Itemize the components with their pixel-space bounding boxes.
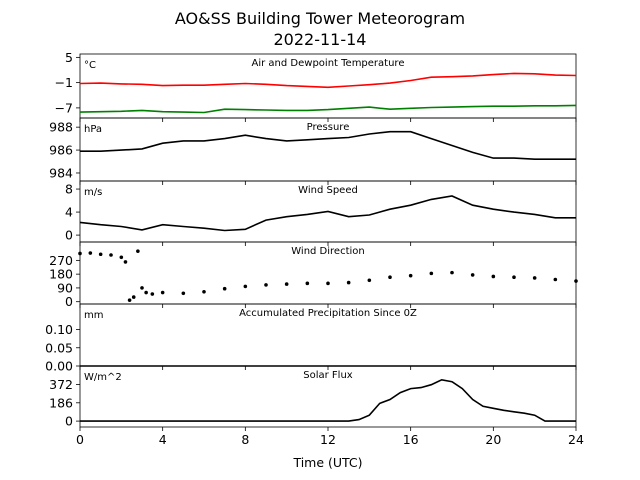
y-tick-label: 180 <box>49 267 73 282</box>
wind-direction-point <box>140 286 144 290</box>
panel-unit-label: mm <box>84 310 103 321</box>
panel-5: 372 186 0 W/m^2 Solar Flux <box>49 365 577 431</box>
wind-direction-point <box>491 274 496 279</box>
y-tick-label: 0 <box>65 294 73 309</box>
series-line-0-0 <box>79 72 577 89</box>
panel-4: 0.10 0.05 0.00 mm Accumulated Precipitation … <box>45 303 577 374</box>
wind-direction-point <box>305 281 310 286</box>
wind-direction-point <box>88 251 93 255</box>
figure-subtitle: 2022-11-14 <box>274 30 367 49</box>
x-tick-label: 8 <box>241 432 249 447</box>
wind-direction-point <box>222 286 227 291</box>
y-tick-label: 372 <box>49 377 73 392</box>
wind-direction-point <box>512 275 516 280</box>
series-line-5-0 <box>80 378 576 422</box>
panel-title: Wind Speed <box>298 185 358 196</box>
x-tick-label: 16 <box>403 432 419 447</box>
panel-title: Wind Direction <box>291 246 365 257</box>
panel-unit-label: °C <box>84 60 96 71</box>
wind-direction-point <box>160 290 165 295</box>
wind-direction-point <box>136 249 140 253</box>
wind-direction-point <box>532 276 537 280</box>
panel-1: 988 986 984 hPa Pressure <box>49 117 577 185</box>
y-tick-label: 186 <box>49 395 73 410</box>
panel-title: Air and Dewpoint Temperature <box>252 58 405 69</box>
y-tick-label: 0.00 <box>45 359 73 374</box>
panel-0: 5 −1 −7 °C Air and Dewpoint Temperature <box>55 50 577 122</box>
wind-direction-point <box>123 260 128 264</box>
wind-direction-point <box>470 273 475 277</box>
series-line-1-0 <box>80 130 576 160</box>
y-tick-label: 8 <box>65 182 73 197</box>
wind-direction-point <box>127 298 132 302</box>
panel-unit-label: m/s <box>84 187 102 198</box>
x-tick-label: 4 <box>159 432 167 447</box>
panel-unit-label: W/m^2 <box>84 372 122 383</box>
y-tick-label: 0.05 <box>45 340 73 355</box>
wind-direction-point <box>78 251 82 256</box>
y-tick-label: 90 <box>57 280 73 295</box>
y-tick-label: 270 <box>49 253 73 268</box>
x-axis-label: Time (UTC) <box>292 455 362 470</box>
wind-direction-point <box>98 252 103 257</box>
wind-direction-point <box>144 290 148 295</box>
wind-direction-point <box>243 284 248 289</box>
x-tick-label: 20 <box>485 432 501 447</box>
panels-group: 5−1−7°C Air and Dewpoint Temperature98898… <box>45 50 578 431</box>
series-line-2-0 <box>79 195 576 232</box>
panel-title: Solar Flux <box>303 370 353 381</box>
panel-unit-label: hPa <box>84 124 102 135</box>
y-tick-label: −7 <box>55 100 73 115</box>
wind-direction-point <box>367 278 372 283</box>
x-tick-label: 24 <box>568 432 584 447</box>
y-tick-label: 0 <box>65 414 73 429</box>
y-tick-label: 984 <box>49 165 73 180</box>
wind-direction-point <box>326 281 330 286</box>
panel-title: Pressure <box>307 122 350 133</box>
y-tick-label: 0 <box>65 228 73 243</box>
x-tick-label: 0 <box>76 432 84 447</box>
wind-direction-point <box>109 253 113 257</box>
wind-direction-point <box>119 255 124 260</box>
wind-direction-point <box>150 292 155 296</box>
wind-direction-point <box>346 280 351 285</box>
x-tick-label: 12 <box>320 432 336 447</box>
y-tick-label: 4 <box>65 205 73 220</box>
y-tick-label: −1 <box>55 75 73 90</box>
panel-title: Accumulated Precipitation Since 0Z <box>239 308 417 319</box>
wind-direction-point <box>284 282 289 286</box>
y-tick-label: 5 <box>65 50 73 65</box>
series-line-0-1 <box>79 104 577 114</box>
y-tick-label: 0.10 <box>45 322 73 337</box>
wind-direction-point <box>388 275 392 280</box>
wind-direction-point <box>450 270 454 275</box>
figure-title: AO&SS Building Tower Meteorogram <box>175 9 465 28</box>
wind-direction-point <box>553 277 558 282</box>
wind-direction-point <box>429 271 434 276</box>
y-tick-label: 988 <box>49 120 73 135</box>
wind-direction-point <box>202 289 206 294</box>
x-axis: 0 4 8 12 16 20 24 <box>76 432 584 447</box>
wind-direction-point <box>574 279 578 283</box>
panel-2: 8 4 0 m/s Wind Speed <box>65 180 577 246</box>
y-tick-label: 986 <box>49 143 73 158</box>
wind-direction-point <box>264 283 268 287</box>
wind-direction-point <box>181 291 186 296</box>
wind-direction-point <box>408 273 413 278</box>
wind-direction-point <box>131 295 136 299</box>
